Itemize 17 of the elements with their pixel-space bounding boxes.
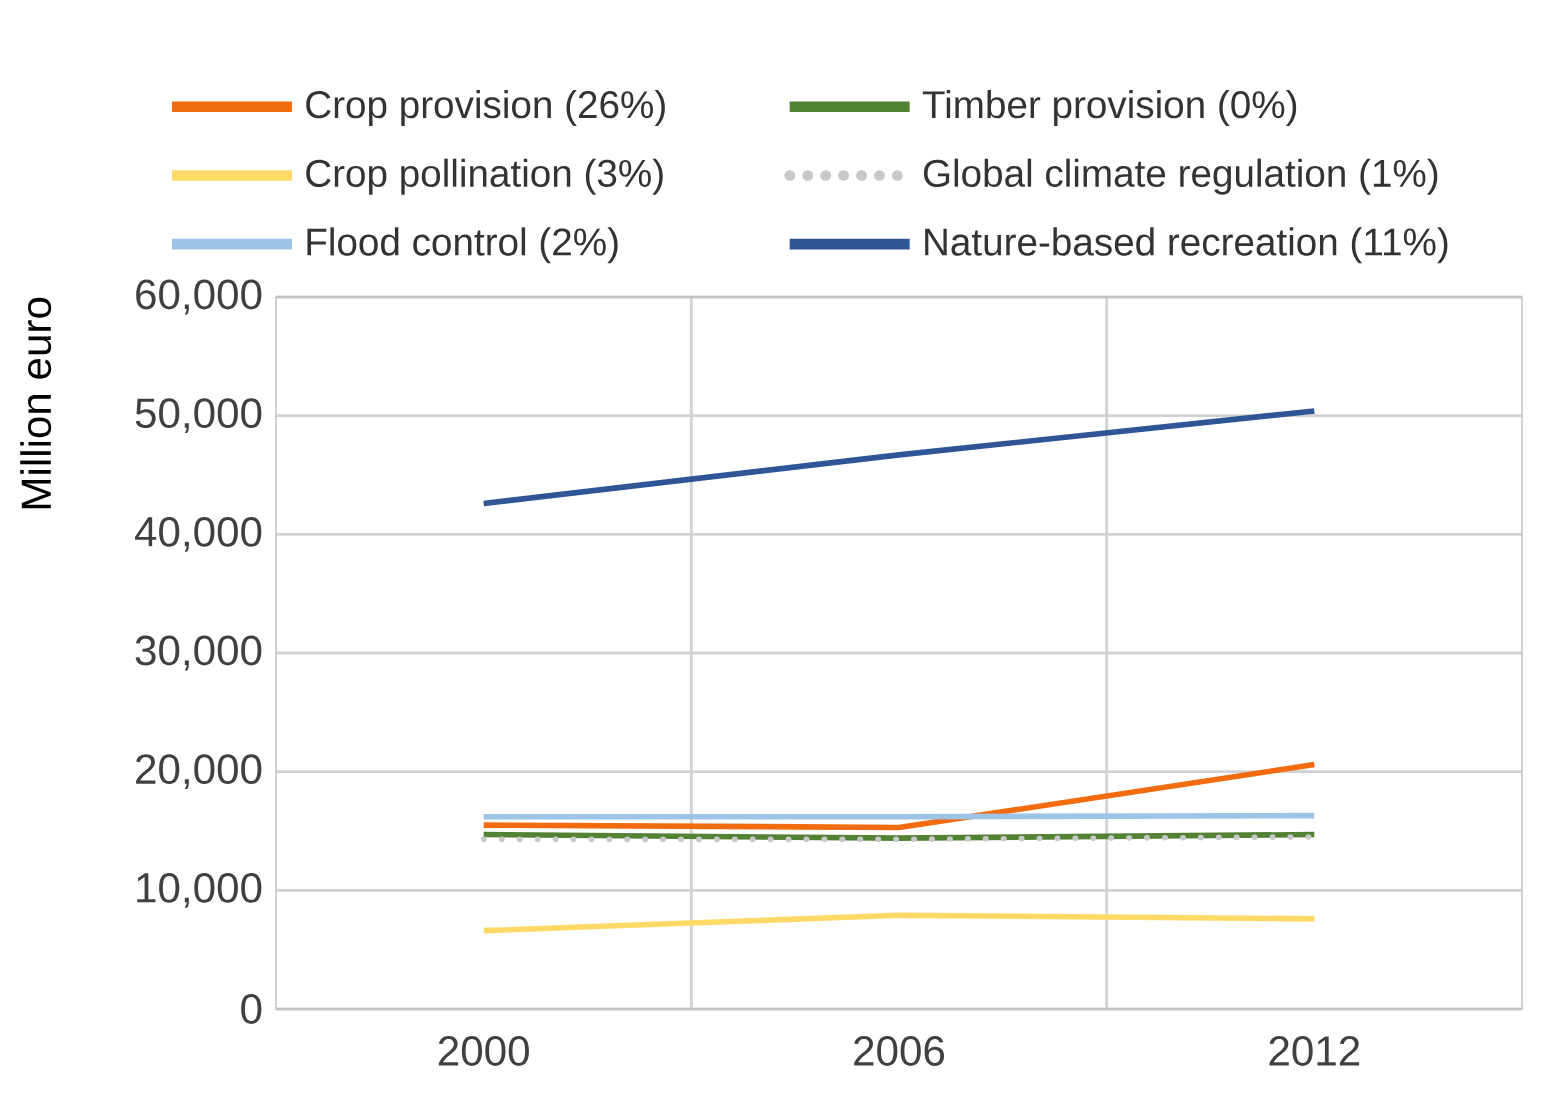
x-tick-label: 2012 — [1269, 1036, 1360, 1066]
x-tick-label: 2006 — [854, 1036, 945, 1066]
legend-label: Crop pollination (3%) — [306, 158, 663, 195]
legend-label: Nature-based recreation (11%) — [925, 227, 1448, 264]
y-tick-label: 60,000 — [136, 279, 262, 315]
legend-label: Flood control (2%) — [307, 227, 618, 264]
y-tick-label: 40,000 — [135, 516, 262, 552]
y-axis-title: Million euro — [20, 297, 52, 509]
y-tick-label: 20,000 — [136, 754, 262, 790]
y-tick-label: 10,000 — [137, 872, 262, 908]
x-tick-label: 2000 — [438, 1036, 529, 1066]
legend-label: Crop provision (26%) — [306, 89, 665, 126]
legend-label: Timber provision (0%) — [922, 89, 1297, 126]
y-tick-label: 0 — [241, 994, 262, 1024]
y-tick-label: 30,000 — [135, 635, 262, 671]
y-tick-label: 50,000 — [135, 398, 262, 434]
legend-label: Global climate regulation (1%) — [923, 158, 1438, 195]
